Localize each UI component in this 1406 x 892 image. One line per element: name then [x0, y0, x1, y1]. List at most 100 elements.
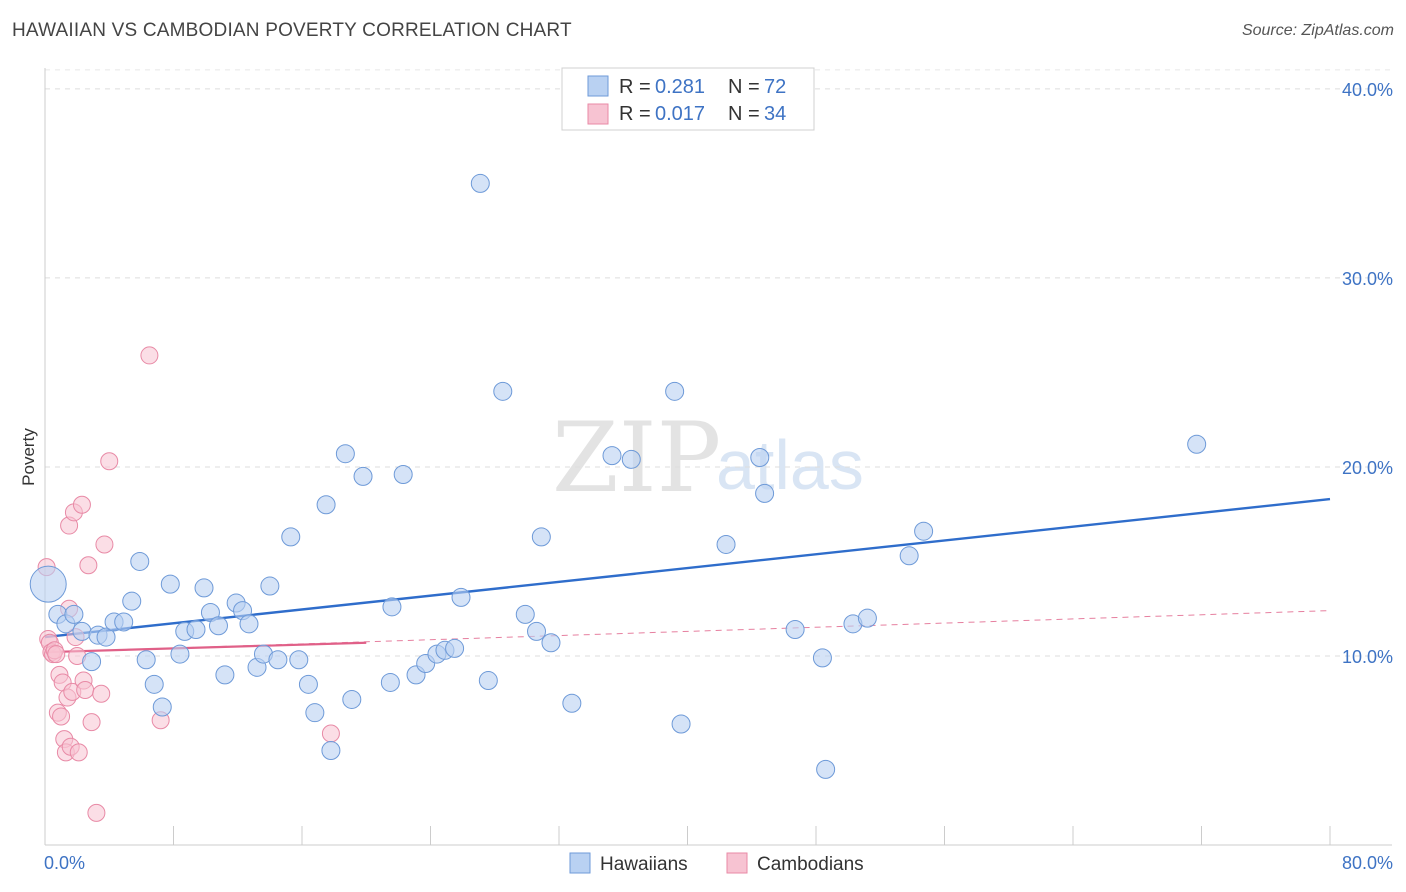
hawaiians-point — [602, 446, 622, 466]
hawaiians-point — [29, 565, 67, 603]
series-legend: Hawaiians Cambodians — [569, 852, 864, 875]
hawaiians-point — [816, 759, 836, 779]
hawaiians-point — [515, 604, 535, 624]
hawaiians-point — [72, 621, 92, 641]
cambodians-point — [47, 645, 66, 664]
cambodians-point — [100, 452, 119, 471]
hawaiians-point — [289, 650, 309, 670]
legend-n-value: 72 — [764, 76, 786, 98]
legend-r-label: R = — [619, 76, 651, 98]
hawaiians-point — [335, 444, 355, 464]
legend-swatch-hawaiians — [587, 75, 609, 97]
hawaiians-point — [393, 465, 413, 485]
y-tick-label: 20.0% — [1342, 458, 1393, 478]
hawaiians-point — [144, 674, 164, 694]
hawaiians-point — [531, 527, 551, 547]
hawaiians-point — [755, 483, 775, 503]
hawaiians-point — [122, 591, 142, 611]
hawaiians-point — [493, 381, 513, 401]
hawaiians-point — [130, 551, 150, 571]
hawaiians-point — [541, 633, 561, 653]
cambodians-point — [82, 713, 101, 732]
hawaiians-point — [194, 578, 214, 598]
hawaiians-point — [353, 466, 373, 486]
legend-swatch-cambodians — [587, 103, 609, 125]
hawaiians-points — [29, 173, 1207, 779]
cambodians-trend-line — [44, 641, 367, 654]
x-tick-label: 80.0% — [1342, 853, 1393, 873]
chart-source: Source: ZipAtlas.com — [1241, 22, 1394, 39]
legend-r-label: R = — [619, 103, 651, 125]
hawaiians-point — [114, 612, 134, 632]
trend-lines — [44, 497, 1331, 654]
hawaiians-point — [621, 449, 641, 469]
hawaiians-point — [914, 521, 934, 541]
hawaiians-point — [380, 672, 400, 692]
axes: 10.0% 20.0% 30.0% 40.0% 0.0% 80.0% — [44, 68, 1393, 873]
hawaiians-point — [64, 604, 84, 624]
hawaiians-point — [281, 527, 301, 547]
hawaiians-point — [305, 703, 325, 723]
legend-n-label: N = — [728, 103, 760, 125]
hawaiians-point — [239, 614, 259, 634]
hawaiians-point — [186, 620, 206, 640]
legend-r-value: 0.281 — [655, 76, 705, 98]
legend-r-value: 0.017 — [655, 103, 705, 125]
cambodians-point — [72, 495, 91, 514]
x-tick-label: 0.0% — [44, 853, 85, 873]
y-tick-label: 30.0% — [1342, 269, 1393, 289]
cambodians-point — [140, 346, 159, 365]
watermark-atlas: atlas — [716, 426, 864, 504]
y-axis-label: Poverty — [19, 428, 38, 486]
hawaiians-point — [136, 650, 156, 670]
hawaiians-point — [152, 697, 172, 717]
hawaiians-point — [451, 587, 471, 607]
cambodians-points — [37, 346, 340, 822]
hawaiians-point — [750, 448, 770, 467]
hawaiians-point — [298, 674, 318, 694]
hawaiians-point — [268, 650, 288, 670]
cambodians-point — [92, 684, 111, 703]
hawaiians-point — [170, 644, 190, 664]
hawaiians-point — [445, 638, 465, 658]
hawaiians-point — [96, 627, 116, 647]
y-tick-label: 40.0% — [1342, 80, 1393, 100]
cambodians-point — [321, 724, 340, 743]
legend-swatch-cambodians — [726, 852, 748, 874]
cambodians-point — [87, 803, 106, 822]
hawaiians-point — [260, 576, 280, 596]
hawaiians-point — [342, 689, 362, 709]
hawaiians-point — [527, 621, 547, 641]
hawaiians-point — [160, 574, 180, 594]
hawaiians-point — [785, 620, 805, 640]
legend-label-hawaiians: Hawaiians — [600, 854, 688, 875]
hawaiians-point — [321, 740, 341, 760]
hawaiians-point — [82, 652, 102, 672]
legend-label-cambodians: Cambodians — [757, 854, 864, 875]
hawaiians-point — [316, 495, 336, 515]
hawaiians-point — [215, 665, 235, 685]
hawaiians-point — [478, 671, 498, 691]
hawaiians-point — [716, 534, 736, 554]
y-tick-label: 10.0% — [1342, 647, 1393, 667]
hawaiians-point — [208, 616, 228, 636]
correlation-legend: R = 0.281 N = 72 R = 0.017 N = 34 — [561, 67, 815, 131]
legend-n-value: 34 — [764, 103, 786, 125]
hawaiians-point — [562, 693, 582, 713]
cambodians-point — [76, 681, 95, 699]
hawaiians-trend-line — [44, 497, 1331, 639]
hawaiians-point — [671, 714, 691, 734]
cambodians-point — [79, 556, 98, 575]
hawaiians-point — [1187, 434, 1207, 454]
watermark: ZIP atlas — [552, 402, 864, 514]
cambodians-point — [69, 743, 88, 762]
hawaiians-point — [470, 173, 490, 193]
hawaiians-point — [812, 648, 832, 668]
legend-n-label: N = — [728, 76, 760, 98]
hawaiians-point — [665, 381, 685, 401]
legend-swatch-hawaiians — [569, 852, 591, 874]
gridlines — [45, 69, 1392, 657]
cambodians-point — [52, 707, 71, 726]
hawaiians-point — [899, 546, 919, 566]
